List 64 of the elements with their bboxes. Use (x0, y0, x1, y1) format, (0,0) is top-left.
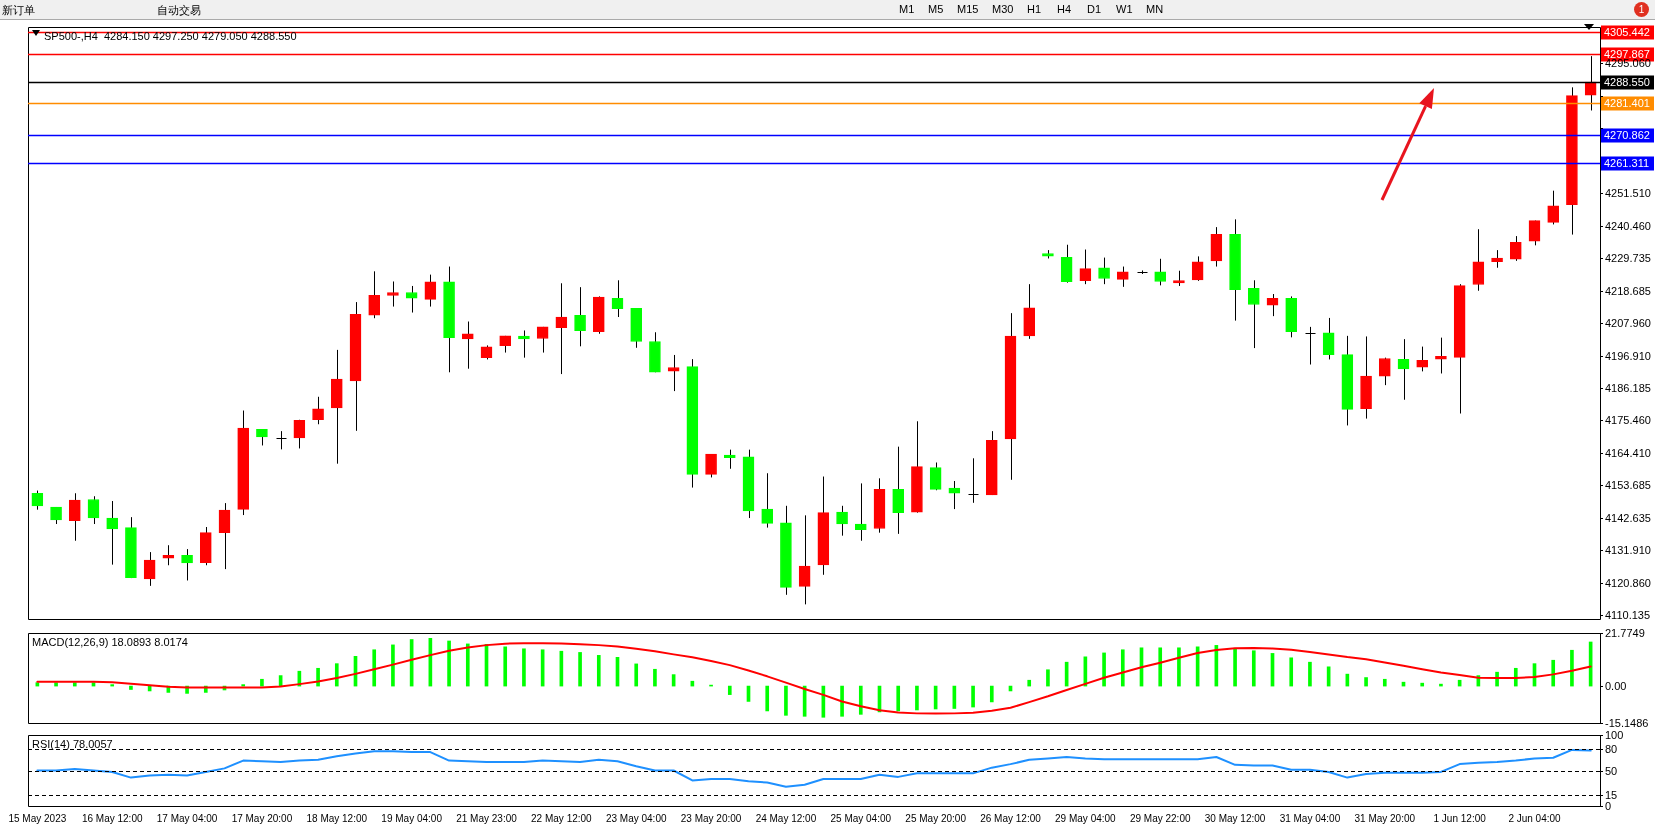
y-tick-label: 4142.635 (1605, 511, 1651, 524)
x-tick-label: 16 May 12:00 (81, 812, 143, 824)
x-tick-label: 25 May 20:00 (905, 812, 967, 824)
text: M15 (957, 3, 979, 15)
ref-line-label: 4297.867 (1604, 47, 1650, 60)
text: H1 (1027, 3, 1042, 15)
chart-title: MACD(12,26,9) 18.0893 8.0174 (32, 635, 188, 648)
x-tick-label: 17 May 04:00 (156, 812, 218, 824)
y-tick-label: 4229.735 (1605, 251, 1651, 264)
y-tick-label: 4218.685 (1605, 284, 1651, 297)
x-tick-label: 26 May 12:00 (980, 812, 1042, 824)
text: M5 (928, 3, 944, 15)
x-tick-label: 15 May 2023 (8, 812, 67, 824)
text: MN (1146, 3, 1164, 15)
y-tick-label: 15 (1605, 788, 1618, 801)
ref-line-label: 4270.862 (1604, 128, 1650, 141)
y-tick-label: 4196.910 (1605, 349, 1651, 362)
y-tick-label: 4110.135 (1605, 608, 1651, 621)
chart-title: SP500-,H4 4284.150 4297.250 4279.050 4288.550 (44, 29, 297, 42)
x-tick-label: 24 May 12:00 (755, 812, 817, 824)
x-tick-label: 23 May 20:00 (680, 812, 742, 824)
chart-title: RSI(14) 78.0057 (32, 737, 113, 750)
y-tick-label: 4207.960 (1605, 316, 1651, 329)
x-tick-label: 19 May 04:00 (381, 812, 443, 824)
ref-line-label: 4281.401 (1604, 96, 1650, 109)
y-tick-label: 0 (1605, 799, 1612, 812)
x-tick-label: 30 May 12:00 (1204, 812, 1266, 824)
x-tick-label: 31 May 20:00 (1354, 812, 1416, 824)
y-tick-label: 4240.460 (1605, 219, 1651, 232)
x-tick-label: 23 May 04:00 (605, 812, 667, 824)
ref-line-label: 4305.442 (1604, 25, 1650, 38)
text: M30 (992, 3, 1014, 15)
x-tick-label: 1 Jun 12:00 (1433, 812, 1487, 824)
text: H4 (1057, 3, 1072, 15)
text: M1 (899, 3, 915, 15)
y-tick-label: 4175.460 (1605, 413, 1651, 426)
text: 新订单 (2, 3, 35, 18)
y-tick-label: 4251.510 (1605, 186, 1651, 199)
text: 1 (1634, 2, 1649, 17)
ref-line-label: 4288.550 (1604, 75, 1650, 88)
y-tick-label: 4131.910 (1605, 543, 1651, 556)
text: 自动交易 (157, 3, 201, 18)
y-tick-label: 4120.860 (1605, 576, 1651, 589)
text: W1 (1116, 3, 1133, 15)
x-tick-label: 29 May 22:00 (1129, 812, 1191, 824)
x-tick-label: 31 May 04:00 (1279, 812, 1341, 824)
x-tick-label: 29 May 04:00 (1055, 812, 1117, 824)
x-tick-label: 21 May 23:00 (456, 812, 518, 824)
y-tick-label: 21.7749 (1605, 626, 1645, 639)
y-tick-label: 100 (1605, 728, 1624, 741)
y-tick-label: 4164.410 (1605, 446, 1651, 459)
y-tick-label: 4186.185 (1605, 381, 1651, 394)
y-tick-label: 80 (1605, 742, 1618, 755)
x-tick-label: 22 May 12:00 (531, 812, 593, 824)
y-tick-label: 4153.685 (1605, 478, 1651, 491)
x-tick-label: 2 Jun 04:00 (1508, 812, 1562, 824)
text: D1 (1087, 3, 1102, 15)
x-tick-label: 18 May 12:00 (306, 812, 368, 824)
x-tick-label: 17 May 20:00 (231, 812, 293, 824)
y-tick-label: 50 (1605, 764, 1618, 777)
ref-line-label: 4261.311 (1604, 156, 1650, 169)
x-tick-label: 25 May 04:00 (830, 812, 892, 824)
y-tick-label: -15.1486 (1605, 716, 1649, 729)
y-tick-label: 0.00 (1605, 679, 1627, 692)
